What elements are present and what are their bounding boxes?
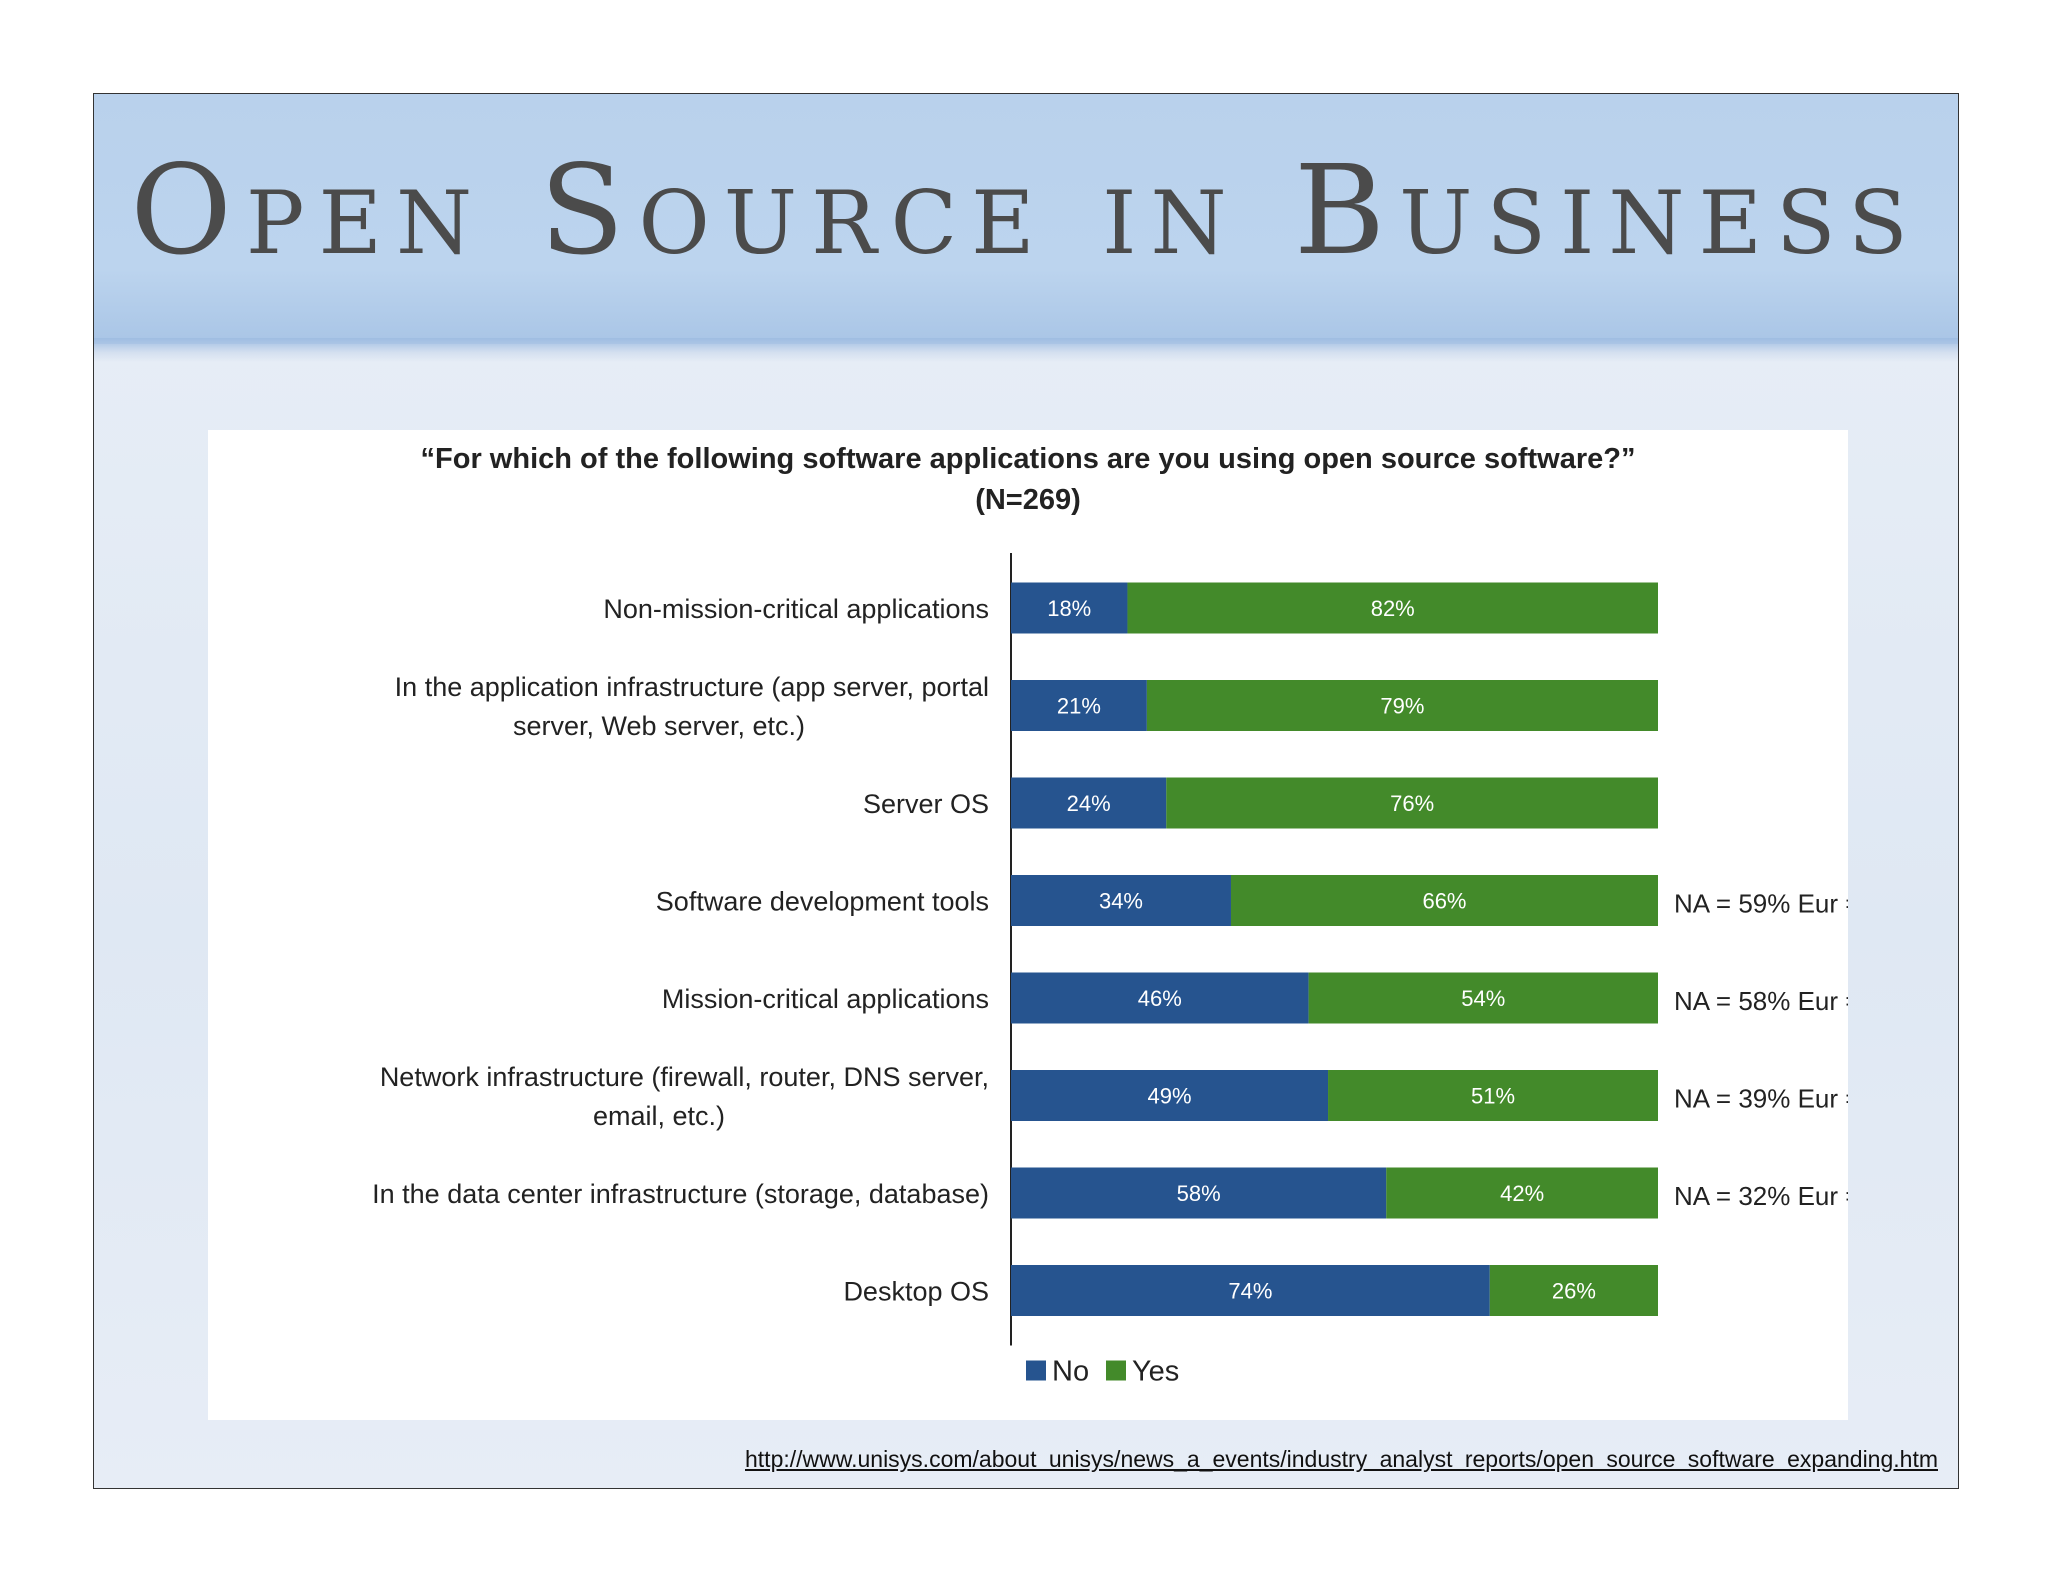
- bar-yes: [1308, 972, 1658, 1024]
- legend-label-no: No: [1052, 1356, 1089, 1388]
- data-label: 82%: [1371, 596, 1415, 621]
- category-label: In the data center infrastructure (stora…: [372, 1179, 989, 1209]
- slide: Open Source in Business “For which of th…: [93, 93, 1959, 1489]
- region-annotation: NA = 59% Eur = 72%: [1674, 889, 1848, 919]
- bar-no: [1011, 1265, 1490, 1316]
- bar-yes: [1386, 1167, 1658, 1219]
- category-label: Software development tools: [656, 887, 989, 917]
- data-label: 42%: [1500, 1181, 1544, 1206]
- category-label: Server OS: [863, 789, 989, 819]
- category-label: Non-mission-critical applications: [603, 594, 989, 624]
- region-annotation: NA = 58% Eur = 51%: [1674, 986, 1848, 1016]
- bar-yes: [1127, 582, 1658, 634]
- category-label: In the application infrastructure (app s…: [395, 672, 989, 702]
- source-link[interactable]: http://www.unisys.com/about unisys/news_…: [745, 1446, 1938, 1472]
- region-annotation: NA = 32% Eur = 48%: [1674, 1181, 1848, 1211]
- data-label: 26%: [1552, 1279, 1596, 1304]
- bar-yes: [1489, 1265, 1658, 1316]
- data-label: 34%: [1099, 889, 1143, 914]
- data-label: 76%: [1390, 791, 1434, 816]
- data-label: 49%: [1147, 1084, 1191, 1109]
- legend-swatch-yes: [1106, 1360, 1126, 1381]
- data-label: 74%: [1228, 1279, 1272, 1304]
- category-label: Desktop OS: [843, 1277, 989, 1307]
- bar-no: [1011, 777, 1167, 829]
- category-label: Mission-critical applications: [662, 984, 989, 1014]
- bar-yes: [1146, 680, 1658, 731]
- bar-no: [1011, 1167, 1387, 1219]
- bar-no: [1011, 875, 1231, 926]
- stacked-bar-chart: “For which of the following software app…: [372, 443, 1848, 1388]
- bar-no: [1011, 972, 1309, 1024]
- data-label: 51%: [1471, 1084, 1515, 1109]
- data-label: 58%: [1177, 1181, 1221, 1206]
- bar-yes: [1166, 777, 1658, 829]
- bar-no: [1011, 1070, 1329, 1121]
- bar-yes: [1230, 875, 1658, 926]
- chart-subtitle: (N=269): [975, 484, 1081, 516]
- chart-title: “For which of the following software app…: [421, 443, 1636, 475]
- bar-yes: [1328, 1070, 1658, 1121]
- legend-label-yes: Yes: [1132, 1356, 1179, 1388]
- chart-panel: “For which of the following software app…: [208, 430, 1848, 1420]
- category-label: server, Web server, etc.): [513, 711, 805, 741]
- slide-title: Open Source in Business: [130, 139, 1922, 283]
- data-label: 66%: [1422, 889, 1466, 914]
- data-label: 46%: [1138, 986, 1182, 1011]
- legend-swatch-no: [1026, 1360, 1046, 1381]
- region-annotation: NA = 39% Eur = 54%: [1674, 1084, 1848, 1114]
- data-label: 79%: [1380, 694, 1424, 719]
- data-label: 21%: [1057, 694, 1101, 719]
- bar-no: [1011, 680, 1147, 731]
- header-band: Open Source in Business: [94, 94, 1958, 362]
- data-label: 24%: [1067, 791, 1111, 816]
- category-label: email, etc.): [593, 1101, 725, 1131]
- plot-area: Non-mission-critical applications 18% 82% I…: [372, 553, 1848, 1388]
- data-label: 18%: [1047, 596, 1091, 621]
- bar-no: [1011, 582, 1128, 634]
- category-label: Network infrastructure (firewall, router…: [380, 1062, 989, 1092]
- data-label: 54%: [1461, 986, 1505, 1011]
